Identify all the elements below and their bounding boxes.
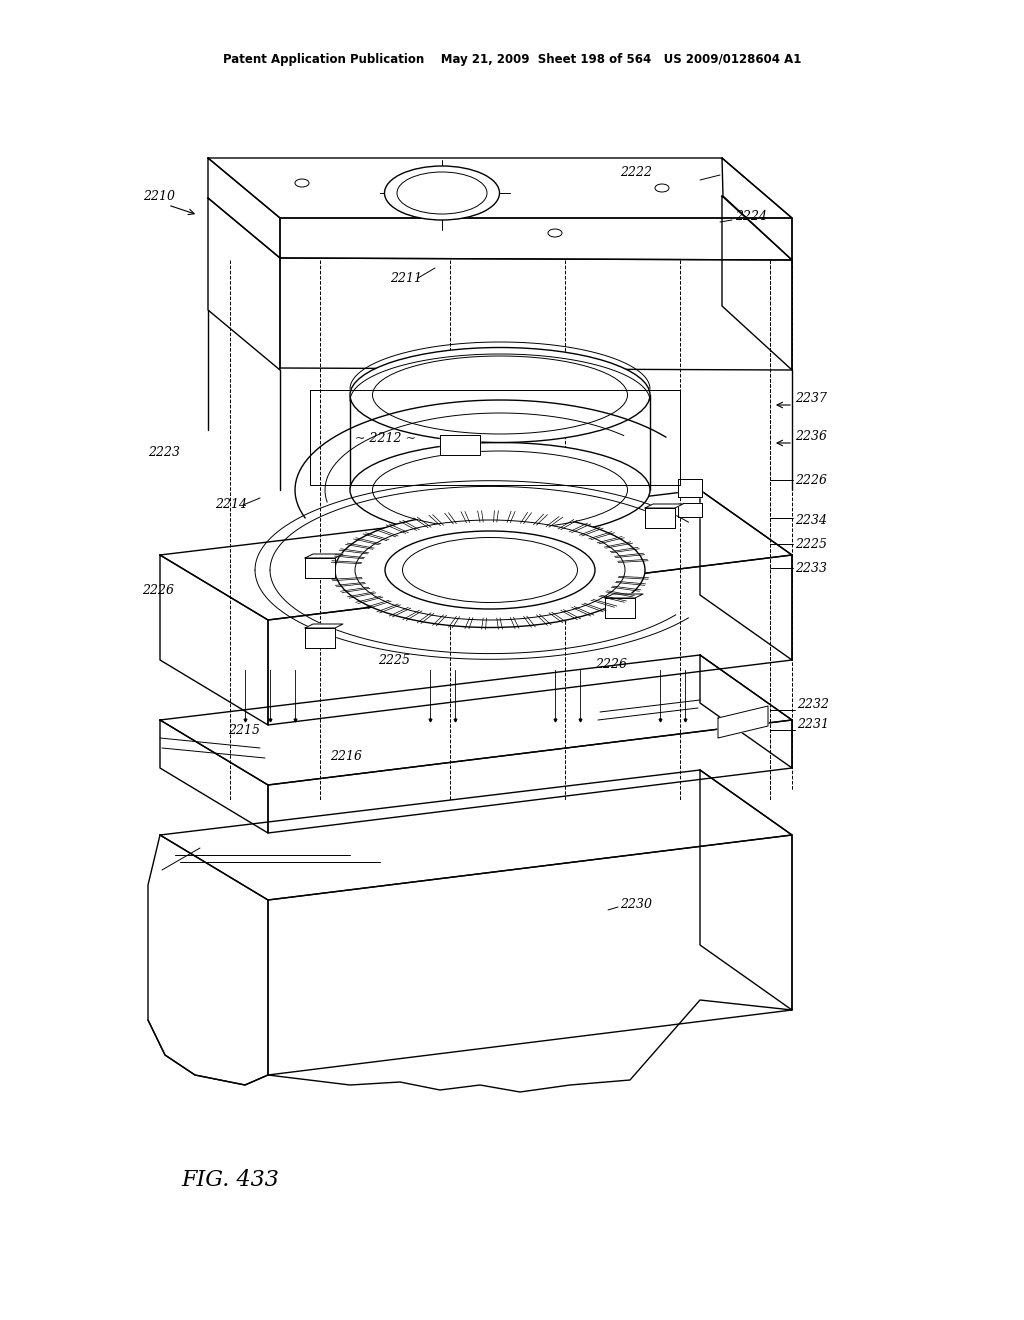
Text: 2224: 2224	[735, 210, 767, 223]
Text: 2231: 2231	[797, 718, 829, 730]
Polygon shape	[645, 508, 675, 528]
Text: 2226: 2226	[142, 583, 174, 597]
Text: 2236: 2236	[795, 429, 827, 442]
Polygon shape	[208, 158, 792, 218]
Text: 2230: 2230	[620, 899, 652, 912]
Text: 2211: 2211	[390, 272, 422, 285]
Polygon shape	[700, 770, 792, 1010]
Text: Patent Application Publication    May 21, 2009  Sheet 198 of 564   US 2009/01286: Patent Application Publication May 21, 2…	[223, 54, 801, 66]
Text: 2237: 2237	[795, 392, 827, 404]
Polygon shape	[208, 198, 280, 370]
Polygon shape	[678, 503, 702, 517]
Ellipse shape	[350, 442, 650, 537]
Polygon shape	[718, 706, 768, 738]
Ellipse shape	[355, 520, 625, 620]
Polygon shape	[160, 719, 268, 833]
Text: FIG. 433: FIG. 433	[181, 1170, 279, 1191]
Text: 2225: 2225	[378, 653, 410, 667]
Text: 2226: 2226	[595, 659, 627, 672]
Text: 2226: 2226	[795, 474, 827, 487]
Ellipse shape	[350, 347, 650, 442]
Polygon shape	[268, 719, 792, 833]
Ellipse shape	[385, 531, 595, 609]
Text: 2216: 2216	[330, 750, 362, 763]
Polygon shape	[700, 655, 792, 768]
Ellipse shape	[373, 451, 628, 529]
Text: 2233: 2233	[795, 561, 827, 574]
Polygon shape	[700, 490, 792, 660]
Polygon shape	[268, 836, 792, 1074]
Text: 2232: 2232	[797, 698, 829, 711]
Text: 2215: 2215	[228, 723, 260, 737]
Text: 2210: 2210	[143, 190, 175, 202]
Polygon shape	[305, 628, 335, 648]
Polygon shape	[722, 158, 792, 260]
Polygon shape	[280, 257, 792, 370]
Polygon shape	[305, 624, 343, 628]
Polygon shape	[268, 554, 792, 725]
Polygon shape	[605, 598, 635, 618]
Text: 2225: 2225	[795, 537, 827, 550]
Ellipse shape	[335, 512, 645, 627]
Text: 2223: 2223	[148, 446, 180, 458]
Polygon shape	[722, 195, 792, 370]
Polygon shape	[148, 836, 268, 1085]
Polygon shape	[280, 218, 792, 260]
Text: 2222: 2222	[620, 165, 652, 178]
Text: ~ 2212 ~: ~ 2212 ~	[355, 432, 416, 445]
Polygon shape	[605, 594, 643, 598]
Polygon shape	[305, 554, 343, 558]
Polygon shape	[160, 554, 268, 725]
Polygon shape	[678, 479, 702, 498]
Text: 2234: 2234	[795, 513, 827, 527]
Text: 2214: 2214	[215, 499, 247, 511]
Polygon shape	[305, 558, 335, 578]
Ellipse shape	[384, 166, 500, 220]
Polygon shape	[160, 770, 792, 900]
Polygon shape	[160, 655, 792, 785]
Polygon shape	[645, 504, 683, 508]
Polygon shape	[160, 490, 792, 620]
Polygon shape	[208, 158, 280, 257]
Polygon shape	[440, 436, 480, 455]
